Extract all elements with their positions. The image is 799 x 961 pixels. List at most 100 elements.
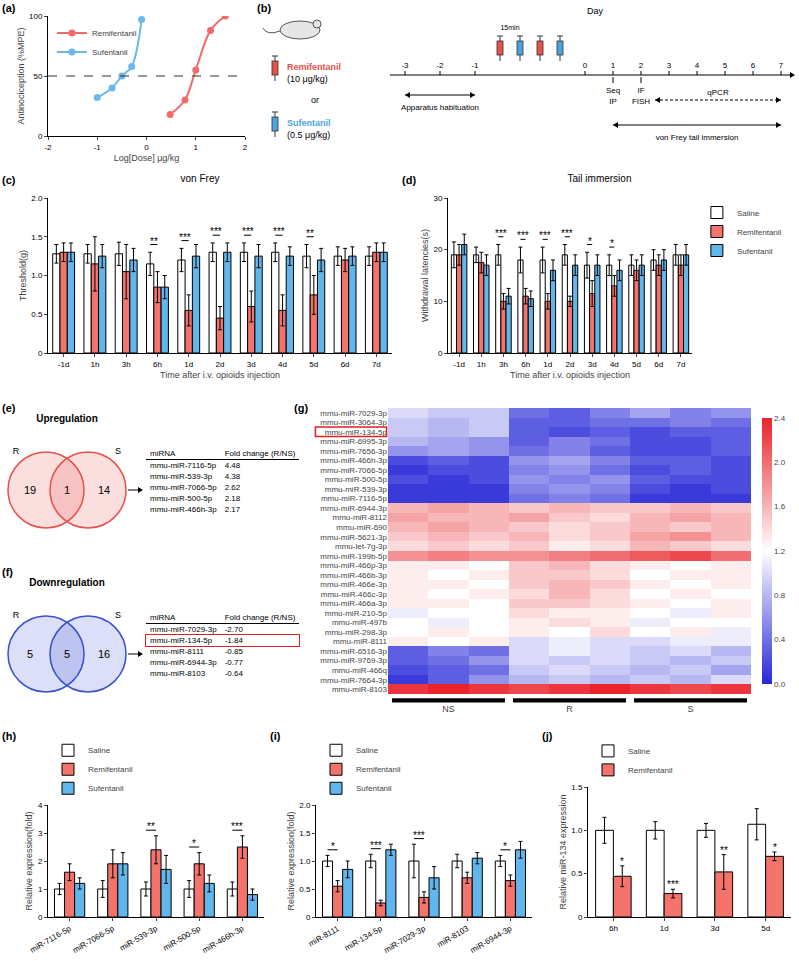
- svg-text:mmu-miR-134-5p: mmu-miR-134-5p: [325, 428, 388, 437]
- svg-text:1: 1: [194, 143, 199, 152]
- svg-text:0: 0: [38, 132, 43, 141]
- svg-text:mmu-miR-466a-3p: mmu-miR-466a-3p: [320, 599, 387, 608]
- svg-text:Relative expression(fold): Relative expression(fold): [24, 811, 34, 910]
- svg-text:miR-7029-3p: miR-7029-3p: [382, 924, 427, 955]
- svg-text:mmu-miR-466b-3p: mmu-miR-466b-3p: [320, 571, 387, 580]
- svg-text:-1d: -1d: [453, 360, 465, 369]
- svg-text:0: 0: [144, 143, 149, 152]
- svg-text:***: ***: [413, 830, 425, 841]
- svg-text:Saline: Saline: [628, 747, 651, 756]
- svg-text:mmu-miR-7656-3p: mmu-miR-7656-3p: [320, 447, 387, 456]
- svg-text:*: *: [773, 842, 777, 853]
- svg-text:R: R: [566, 704, 573, 714]
- svg-text:1h: 1h: [477, 360, 486, 369]
- svg-text:Sufentanil: Sufentanil: [287, 118, 331, 128]
- svg-text:0.5: 0.5: [571, 869, 583, 878]
- svg-text:3h: 3h: [122, 360, 131, 369]
- svg-text:S: S: [687, 704, 693, 714]
- svg-text:mmu-miR-8111: mmu-miR-8111: [333, 637, 387, 646]
- svg-text:0.8: 0.8: [774, 591, 786, 600]
- svg-text:mmu-miR-497b: mmu-miR-497b: [332, 618, 388, 627]
- svg-text:0.5: 0.5: [299, 885, 311, 894]
- svg-text:Remifentanil: Remifentanil: [88, 765, 133, 774]
- svg-text:30: 30: [433, 194, 442, 203]
- svg-text:2.0: 2.0: [299, 801, 311, 810]
- svg-text:NS: NS: [442, 704, 455, 714]
- svg-text:or: or: [311, 95, 319, 105]
- svg-text:6h: 6h: [153, 360, 162, 369]
- svg-text:***: ***: [561, 228, 573, 239]
- svg-text:miR-8103: miR-8103: [436, 924, 471, 949]
- svg-text:-3: -3: [401, 61, 409, 70]
- svg-text:Downregulation: Downregulation: [29, 577, 105, 588]
- svg-text:Remifentanil: Remifentanil: [356, 765, 401, 774]
- svg-text:1: 1: [64, 484, 70, 496]
- svg-text:1.6: 1.6: [774, 502, 786, 511]
- svg-text:mmu-miR-8103: mmu-miR-8103: [332, 685, 388, 694]
- svg-text:1.5: 1.5: [571, 783, 583, 792]
- svg-text:mmu-miR-210-5p: mmu-miR-210-5p: [325, 609, 388, 618]
- svg-text:Saline: Saline: [356, 746, 379, 755]
- svg-text:16: 16: [98, 648, 110, 660]
- svg-text:2: 2: [38, 857, 43, 866]
- svg-text:-2: -2: [436, 61, 444, 70]
- svg-text:6d: 6d: [654, 360, 663, 369]
- svg-text:***: ***: [242, 226, 254, 237]
- svg-text:1.2: 1.2: [774, 547, 786, 556]
- svg-text:Apparatus habituation: Apparatus habituation: [401, 103, 479, 112]
- svg-text:S: S: [115, 610, 121, 620]
- svg-text:mmu-miR-9769-3p: mmu-miR-9769-3p: [320, 656, 387, 665]
- svg-text:**: **: [150, 236, 158, 247]
- svg-text:20: 20: [433, 245, 442, 254]
- svg-text:mmu-miR-500-5p: mmu-miR-500-5p: [325, 475, 388, 484]
- svg-text:3h: 3h: [499, 360, 508, 369]
- svg-text:4: 4: [695, 61, 700, 70]
- svg-text:miR-500-5p: miR-500-5p: [162, 924, 203, 953]
- svg-text:***: ***: [210, 226, 222, 237]
- svg-text:5: 5: [27, 648, 33, 660]
- svg-text:1: 1: [611, 61, 616, 70]
- svg-text:3: 3: [667, 61, 672, 70]
- svg-text:von Frey: von Frey: [181, 173, 220, 184]
- svg-text:6h: 6h: [609, 924, 618, 933]
- svg-text:1d: 1d: [660, 924, 669, 933]
- svg-text:1: 1: [38, 885, 43, 894]
- svg-text:7d: 7d: [676, 360, 685, 369]
- svg-text:mmu-miR-8112: mmu-miR-8112: [332, 513, 387, 522]
- svg-text:***: ***: [179, 232, 191, 243]
- svg-text:***: ***: [667, 879, 679, 890]
- svg-text:IP: IP: [609, 97, 617, 106]
- svg-text:2d: 2d: [566, 360, 575, 369]
- svg-text:Remifentanil: Remifentanil: [737, 228, 782, 237]
- svg-text:***: ***: [517, 230, 529, 241]
- svg-text:Saline: Saline: [737, 209, 760, 218]
- svg-text:***: ***: [231, 821, 243, 832]
- svg-text:miR-134-5p: miR-134-5p: [343, 924, 384, 953]
- svg-text:0.4: 0.4: [774, 635, 786, 644]
- svg-text:Sufentanil: Sufentanil: [92, 48, 128, 57]
- svg-text:5d: 5d: [632, 360, 641, 369]
- svg-text:2: 2: [639, 61, 644, 70]
- svg-text:5d: 5d: [761, 924, 770, 933]
- svg-text:2d: 2d: [216, 360, 225, 369]
- svg-text:Sufentanil: Sufentanil: [88, 784, 124, 793]
- svg-text:**: **: [306, 228, 314, 239]
- svg-text:2: 2: [243, 143, 248, 152]
- svg-text:Day: Day: [587, 6, 604, 16]
- svg-text:qPCR: qPCR: [707, 88, 729, 97]
- svg-text:Relative miR-134 expression: Relative miR-134 expression: [558, 794, 568, 909]
- svg-text:5: 5: [723, 61, 728, 70]
- svg-text:Time after i.v. opioids inject: Time after i.v. opioids injection: [160, 370, 280, 380]
- svg-text:6h: 6h: [521, 360, 530, 369]
- svg-text:S: S: [115, 446, 121, 456]
- svg-text:mmu-miR-539-3p: mmu-miR-539-3p: [325, 485, 388, 494]
- svg-text:mmu-miR-466c-3p: mmu-miR-466c-3p: [321, 590, 388, 599]
- svg-text:*: *: [588, 236, 592, 247]
- svg-text:15min: 15min: [500, 24, 519, 31]
- svg-text:1d: 1d: [543, 360, 552, 369]
- svg-text:1.5: 1.5: [299, 829, 311, 838]
- svg-text:1.0: 1.0: [31, 271, 43, 280]
- svg-text:14: 14: [98, 484, 110, 496]
- svg-text:1h: 1h: [90, 360, 99, 369]
- svg-text:miR-6944-3p: miR-6944-3p: [469, 924, 514, 955]
